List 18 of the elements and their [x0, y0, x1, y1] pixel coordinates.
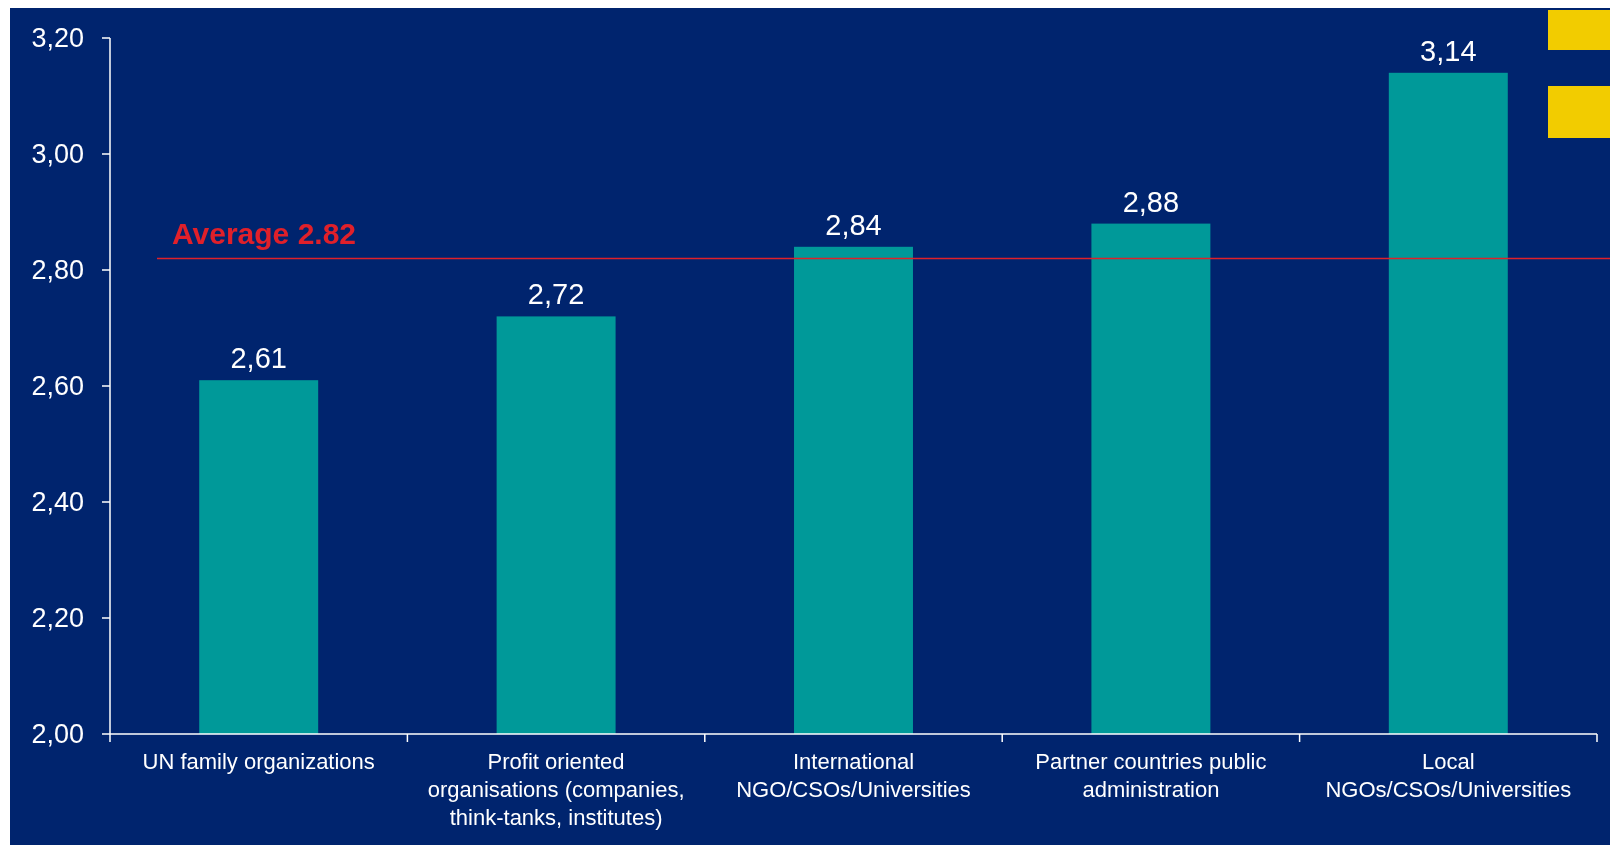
- y-tick-label: 3,00: [31, 139, 84, 170]
- x-tick-label: Profit oriented organisations (companies, think-tanks, institutes): [427, 749, 685, 830]
- data-label: 2,72: [527, 278, 585, 311]
- y-tick-label: 2,80: [31, 255, 84, 286]
- x-tick-label: UN family organizations: [142, 749, 375, 774]
- y-tick-label: 2,60: [31, 371, 84, 402]
- y-tick-label: 2,00: [31, 719, 84, 750]
- data-label: 2,61: [230, 342, 287, 375]
- data-label: 3,14: [1420, 34, 1477, 67]
- y-tick-label: 2,20: [31, 603, 84, 634]
- ref-line-label: Average 2.82: [172, 217, 357, 251]
- x-tick-label: Partner countries public administration: [1035, 749, 1267, 802]
- data-label: 2,84: [825, 208, 882, 241]
- x-tick-label: International NGO/CSOs/Universities: [736, 749, 971, 802]
- y-tick-label: 3,20: [31, 23, 84, 54]
- y-tick-label: 2,40: [31, 487, 84, 518]
- data-label: 2,88: [1122, 185, 1180, 218]
- x-tick-label: Local NGOs/CSOs/Universities: [1325, 749, 1572, 802]
